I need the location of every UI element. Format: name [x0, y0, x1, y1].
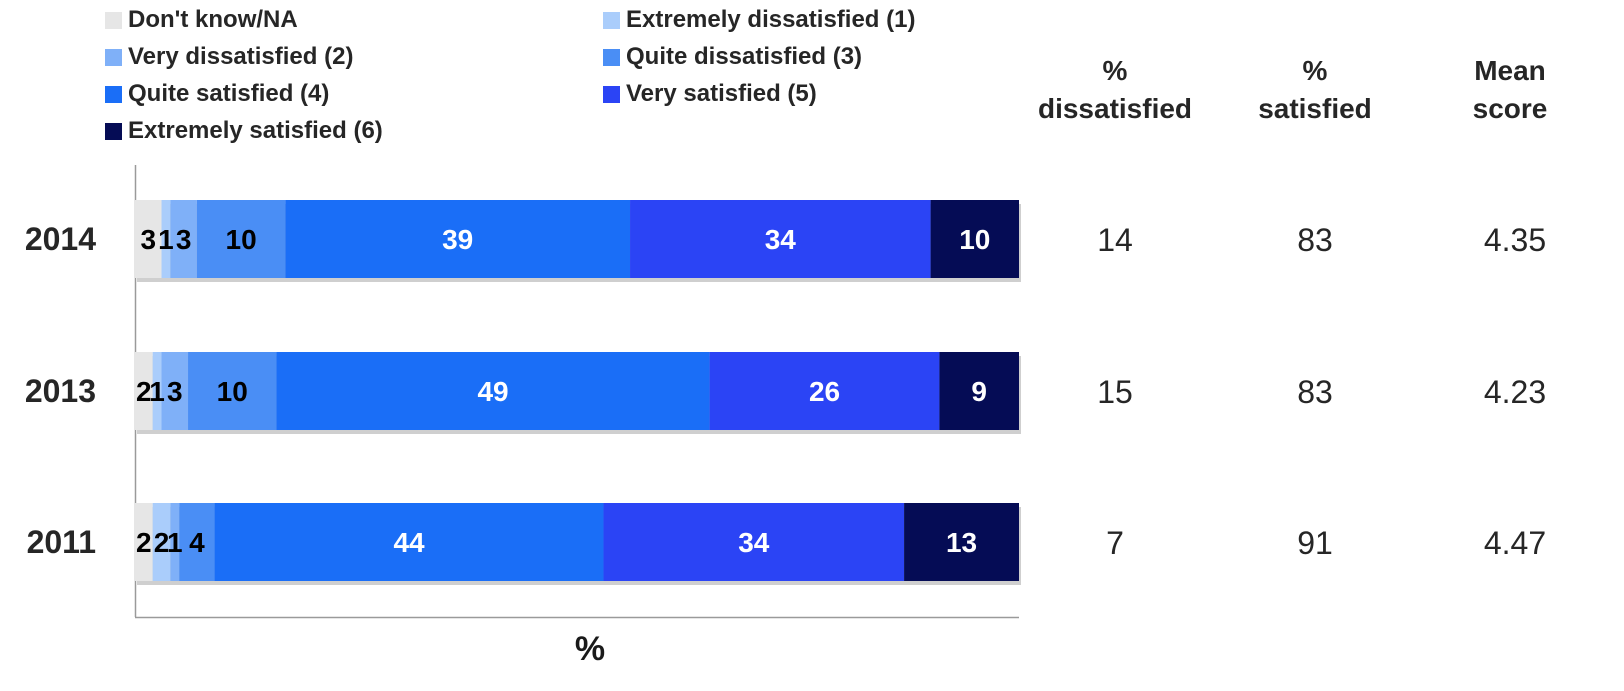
bar-segment [161, 352, 189, 430]
bar-value-label: 13 [946, 527, 977, 558]
bar-segment [188, 352, 277, 430]
header-satisfied-line2: satisfied [1258, 93, 1372, 124]
legend-swatch [603, 85, 620, 103]
legend-label: Very satisfied (5) [626, 80, 817, 107]
legend-item-very-dissatisfied: Very dissatisfied (2) [105, 43, 353, 71]
bar-value-label: 3 [176, 224, 192, 255]
bar-value-label: 1 [167, 527, 183, 558]
legend-item-quite-dissatisfied: Quite dissatisfied (3) [603, 43, 862, 71]
bar-segment [285, 200, 631, 278]
bar-value-label: 34 [765, 224, 797, 255]
legend-label: Extremely dissatisfied (1) [626, 6, 916, 33]
stat-mean-2013: 4.23 [1483, 374, 1547, 410]
header-satisfied: % satisfied [1230, 52, 1400, 128]
legend-item-quite-satisfied: Quite satisfied (4) [105, 80, 329, 108]
bar-value-label: 9 [971, 376, 987, 407]
bar-segment [709, 352, 940, 430]
bar-segment [939, 352, 1019, 430]
header-mean-line2: score [1472, 93, 1548, 124]
legend-swatch [603, 48, 620, 66]
bar-segment [170, 200, 197, 278]
bar-segment [161, 200, 171, 278]
bar-value-label: 44 [393, 527, 425, 558]
legend-item-dont-know: Don't know/NA [105, 6, 298, 34]
bar-value-label: 3 [140, 224, 156, 255]
bar-segment [135, 503, 153, 581]
bar-segment [904, 503, 1019, 581]
bar-segment [930, 200, 1019, 278]
header-dissatisfied-line1: % [1102, 55, 1128, 86]
legend-label: Quite dissatisfied (3) [626, 43, 863, 70]
bar-segment [179, 503, 215, 581]
legend-label: Quite satisfied (4) [128, 80, 330, 107]
legend-swatch [603, 11, 620, 29]
bar-segment [630, 200, 931, 278]
bar-segment [170, 503, 180, 581]
bar-segment [135, 200, 162, 278]
bar-segment [276, 352, 710, 430]
stat-dissatisfied-2013: 15 [1097, 374, 1133, 410]
header-mean-score: Mean score [1440, 52, 1580, 128]
bar-value-label: 26 [809, 376, 840, 407]
bar-value-label: 10 [959, 224, 990, 255]
bar-segment [196, 200, 286, 278]
bar-value-label: 49 [477, 376, 508, 407]
stat-dissatisfied-2014: 14 [1097, 222, 1133, 258]
stat-satisfied-2013: 83 [1297, 374, 1333, 410]
legend-item-very-satisfied: Very satisfied (5) [603, 80, 817, 108]
legend-swatch [105, 11, 122, 29]
stat-satisfied-2011: 91 [1297, 525, 1333, 561]
bar-segment [152, 503, 171, 581]
y-tick-label: 2013 [25, 373, 96, 409]
bar-value-label: 10 [226, 224, 257, 255]
bar-value-label: 4 [189, 527, 205, 558]
legend-item-extremely-dissatisfied: Extremely dissatisfied (1) [603, 6, 915, 34]
bar-segment [214, 503, 604, 581]
y-tick-label: 2011 [27, 524, 96, 560]
stat-satisfied-2014: 83 [1297, 222, 1333, 258]
bar-value-label: 3 [167, 376, 183, 407]
header-dissatisfied-line2: dissatisfied [1037, 93, 1193, 124]
bar-segment [135, 352, 153, 430]
stat-mean-2014: 4.35 [1483, 222, 1547, 258]
bar-value-label: 1 [149, 376, 165, 407]
bar-value-label: 2 [136, 376, 152, 407]
legend-item-extremely-satisfied: Extremely satisfied (6) [105, 117, 383, 145]
legend-swatch [105, 85, 122, 103]
stat-mean-2011: 4.47 [1483, 525, 1547, 561]
bar-value-label: 10 [217, 376, 248, 407]
bar-value-label: 1 [158, 224, 174, 255]
bar-value-label: 39 [442, 224, 473, 255]
bar-segment [603, 503, 905, 581]
stat-dissatisfied-2011: 7 [1106, 525, 1124, 561]
x-axis-label: % [574, 630, 606, 668]
header-dissatisfied: % dissatisfied [1020, 52, 1210, 128]
legend-label: Very dissatisfied (2) [128, 43, 354, 70]
bar-value-label: 2 [154, 527, 170, 558]
y-tick-label: 2014 [25, 221, 96, 257]
legend-label: Extremely satisfied (6) [128, 117, 383, 144]
legend-swatch [105, 48, 122, 66]
header-satisfied-line1: % [1302, 55, 1328, 86]
bar-segment [152, 352, 162, 430]
header-mean-line1: Mean [1474, 55, 1546, 86]
bar-value-label: 34 [738, 527, 770, 558]
chart-legend: Don't know/NA Extremely dissatisfied (1)… [105, 6, 1005, 156]
legend-label: Don't know/NA [128, 6, 298, 33]
bar-value-label: 2 [136, 527, 152, 558]
legend-swatch [105, 122, 122, 140]
